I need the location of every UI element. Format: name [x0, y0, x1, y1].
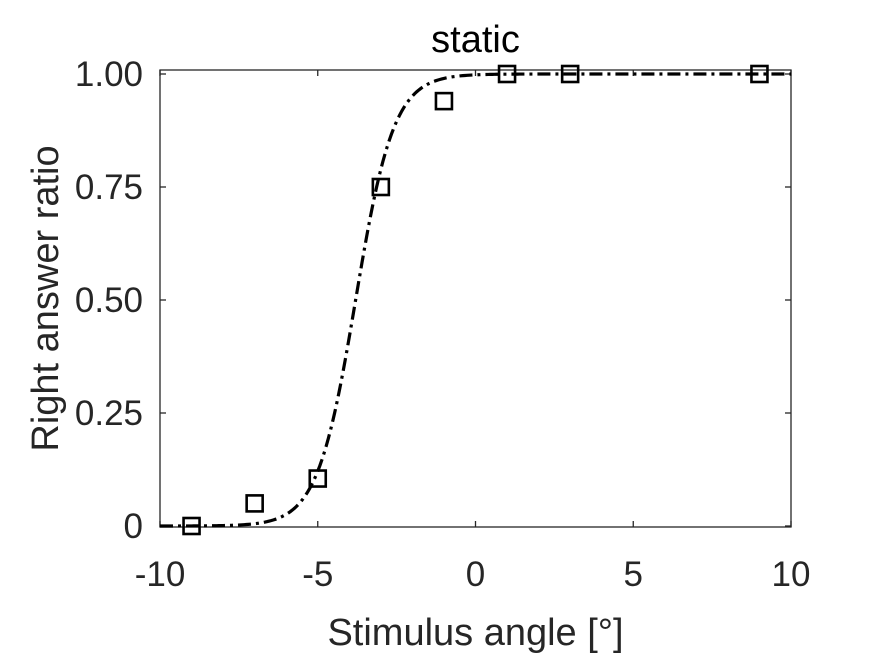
- data-point-marker: [371, 177, 391, 197]
- plot-area: [159, 69, 792, 528]
- x-tick-labels: -10 -5 0 5 10: [135, 555, 811, 594]
- y-tick-label: 0.50: [75, 281, 143, 320]
- chart-title: static: [431, 19, 520, 61]
- y-tick-labels: 0 0.25 0.50 0.75 1.00: [75, 55, 143, 546]
- fit-curve: [160, 72, 791, 528]
- x-tick-label: -5: [302, 555, 333, 594]
- x-axis-label: Stimulus angle [°]: [327, 612, 623, 654]
- y-axis-label: Right answer ratio: [25, 145, 67, 451]
- y-tick-label: 0: [124, 507, 143, 546]
- data-point-marker: [308, 469, 328, 488]
- data-point-marker: [497, 64, 517, 84]
- data-markers: [182, 64, 769, 536]
- x-tick-label: 0: [466, 555, 485, 594]
- data-point-marker: [182, 516, 201, 536]
- y-tick-label: 1.00: [75, 55, 143, 94]
- data-point-marker: [434, 91, 454, 111]
- data-point-marker: [245, 494, 264, 513]
- y-tick-label: 0.25: [75, 394, 143, 433]
- data-point-marker: [560, 64, 580, 84]
- y-tick-label: 0.75: [75, 168, 143, 207]
- x-tick-label: -10: [135, 555, 186, 594]
- x-tick-label: 5: [624, 555, 643, 594]
- data-point-marker: [750, 64, 769, 84]
- x-tick-label: 10: [772, 555, 811, 594]
